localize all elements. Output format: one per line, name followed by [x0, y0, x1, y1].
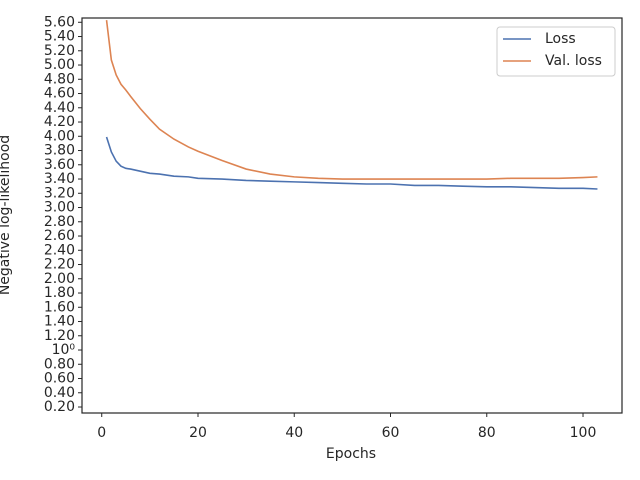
y-tick-label: 0.40: [44, 385, 75, 401]
line-series: [105, 136, 598, 190]
y-tick-label: 10⁰: [52, 342, 76, 358]
y-tick-label: 5.00: [44, 57, 75, 73]
y-tick-label: 1.80: [44, 285, 75, 301]
y-tick-label: 3.00: [44, 200, 75, 216]
y-tick-label: 3.20: [44, 185, 75, 201]
y-tick-label: 3.40: [44, 171, 75, 187]
y-tick-label: 2.80: [44, 214, 75, 230]
y-tick-label: 0.60: [44, 371, 75, 387]
y-tick-label: 2.20: [44, 257, 75, 273]
legend-label: Val. loss: [545, 53, 602, 69]
y-tick-label: 5.20: [44, 43, 75, 59]
y-tick-label: 2.40: [44, 242, 75, 258]
y-tick-label: 3.80: [44, 143, 75, 159]
y-tick-label: 4.80: [44, 71, 75, 87]
legend-label: Loss: [545, 31, 576, 47]
y-tick-label: 0.80: [44, 356, 75, 372]
y-tick-label: 0.20: [44, 399, 75, 415]
y-tick-label: 1.20: [44, 328, 75, 344]
y-tick-label: 4.60: [44, 86, 75, 102]
x-tick-label: 40: [285, 425, 303, 441]
x-tick-label: 60: [382, 425, 400, 441]
y-tick-label: 5.40: [44, 29, 75, 45]
y-tick-label: 5.60: [44, 14, 75, 30]
y-tick-label: 4.40: [44, 100, 75, 116]
x-tick-label: 0: [97, 425, 106, 441]
y-tick-label: 2.60: [44, 228, 75, 244]
plot-frame: [81, 17, 623, 414]
y-axis-label: Negative log-likelihood: [0, 135, 13, 295]
x-tick-label: 80: [478, 425, 496, 441]
y-tick-label: 1.60: [44, 299, 75, 315]
x-tick-label: 20: [189, 425, 207, 441]
line-series: [105, 20, 598, 180]
y-tick-label: 1.40: [44, 314, 75, 330]
x-axis-label: Epochs: [326, 446, 376, 462]
y-tick-label: 4.20: [44, 114, 75, 130]
y-tick-label: 4.00: [44, 128, 75, 144]
y-tick-label: 3.60: [44, 157, 75, 173]
x-tick-label: 100: [570, 425, 597, 441]
y-tick-label: 2.00: [44, 271, 75, 287]
